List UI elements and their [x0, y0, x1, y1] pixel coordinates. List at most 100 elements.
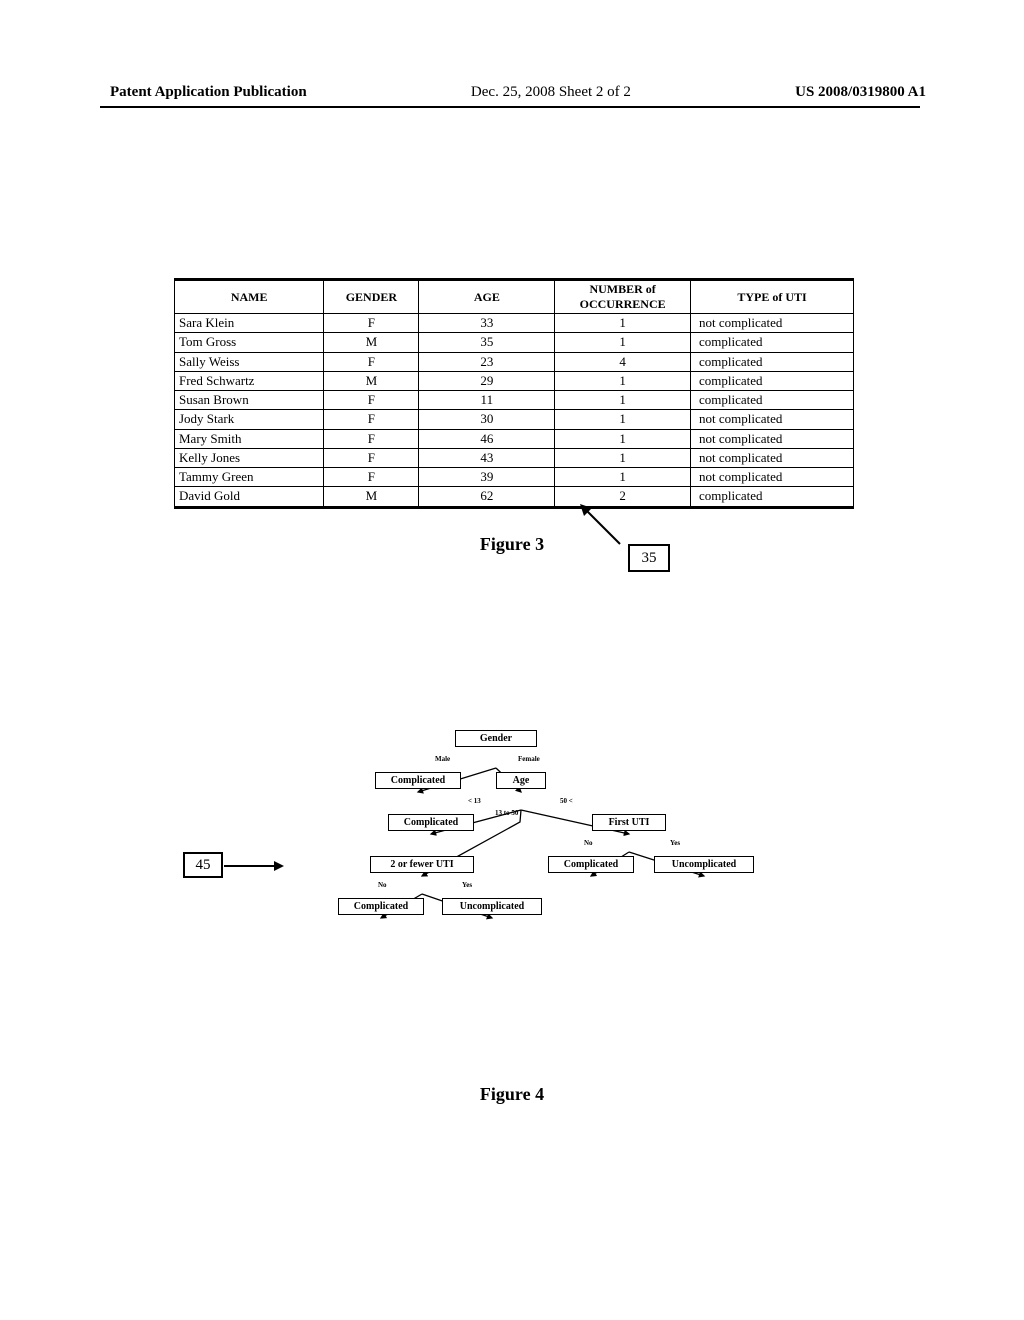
callout-35-box: 35 — [628, 544, 670, 572]
table-header-row: NAMEGENDERAGENUMBER ofOCCURRENCETYPE of … — [175, 280, 854, 314]
tree-node-comp_no2: Complicated — [338, 898, 424, 915]
table-row: Jody StarkF301not complicated — [175, 410, 854, 429]
table-row: Sally WeissF234complicated — [175, 352, 854, 371]
table-cell: not complicated — [691, 314, 854, 333]
table-cell: 23 — [419, 352, 555, 371]
table-cell: M — [324, 487, 419, 507]
table-cell: David Gold — [175, 487, 324, 507]
tree-node-gender: Gender — [455, 730, 537, 747]
table-cell: 4 — [555, 352, 691, 371]
callout-35-arrow — [580, 504, 630, 546]
table-cell: Kelly Jones — [175, 448, 324, 467]
header-center: Dec. 25, 2008 Sheet 2 of 2 — [471, 84, 631, 101]
tree-edge-label: Yes — [462, 881, 472, 889]
table-header-cell: AGE — [419, 280, 555, 314]
table-cell: F — [324, 391, 419, 410]
table-cell: 1 — [555, 468, 691, 487]
table-cell: complicated — [691, 352, 854, 371]
tree-edge-label: 13 to 50 — [495, 809, 518, 817]
table-cell: F — [324, 429, 419, 448]
table-row: Tammy GreenF391not complicated — [175, 468, 854, 487]
table-cell: Mary Smith — [175, 429, 324, 448]
tree-edge-label: Male — [435, 755, 450, 763]
table-row: David GoldM622complicated — [175, 487, 854, 507]
tree-edge-label: No — [378, 881, 387, 889]
table-cell: 1 — [555, 410, 691, 429]
table-cell: M — [324, 371, 419, 390]
header-left: Patent Application Publication — [110, 84, 307, 101]
figure3-table: NAMEGENDERAGENUMBER ofOCCURRENCETYPE of … — [174, 278, 854, 509]
table-cell: 33 — [419, 314, 555, 333]
table-cell: not complicated — [691, 448, 854, 467]
figure3-caption: Figure 3 — [0, 534, 1024, 555]
page-header: Patent Application Publication Dec. 25, … — [0, 84, 1024, 101]
table-cell: Jody Stark — [175, 410, 324, 429]
table-header-cell: GENDER — [324, 280, 419, 314]
table-cell: 29 — [419, 371, 555, 390]
table-header-cell: NUMBER ofOCCURRENCE — [555, 280, 691, 314]
table-cell: 1 — [555, 429, 691, 448]
tree-edge-label: Female — [518, 755, 540, 763]
callout-45-box: 45 — [183, 852, 223, 878]
table-cell: F — [324, 448, 419, 467]
table-row: Fred SchwartzM291complicated — [175, 371, 854, 390]
tree-node-comp_lt13: Complicated — [388, 814, 474, 831]
table-cell: not complicated — [691, 468, 854, 487]
table-cell: F — [324, 410, 419, 429]
table-cell: 39 — [419, 468, 555, 487]
table-cell: 1 — [555, 314, 691, 333]
table-cell: 1 — [555, 371, 691, 390]
tree-node-uncomp_yes2: Uncomplicated — [442, 898, 542, 915]
table-cell: Tom Gross — [175, 333, 324, 352]
callout-35-label: 35 — [642, 550, 657, 567]
table-cell: 1 — [555, 391, 691, 410]
table-cell: 43 — [419, 448, 555, 467]
table-cell: 30 — [419, 410, 555, 429]
tree-edge-label: No — [584, 839, 593, 847]
callout-45-arrow — [224, 859, 284, 873]
table-header-cell: NAME — [175, 280, 324, 314]
tree-edge-label: Yes — [670, 839, 680, 847]
table-cell: 1 — [555, 333, 691, 352]
header-right: US 2008/0319800 A1 — [795, 84, 926, 101]
table-cell: Tammy Green — [175, 468, 324, 487]
tree-node-fewer2: 2 or fewer UTI — [370, 856, 474, 873]
tree-edge-label: 50 < — [560, 797, 573, 805]
table-cell: 62 — [419, 487, 555, 507]
callout-45-label: 45 — [196, 857, 211, 874]
tree-node-uncomp_yes1: Uncomplicated — [654, 856, 754, 873]
tree-edge-label: < 13 — [468, 797, 481, 805]
table-cell: not complicated — [691, 429, 854, 448]
table-cell: complicated — [691, 391, 854, 410]
table-cell: M — [324, 333, 419, 352]
table-cell: Fred Schwartz — [175, 371, 324, 390]
table-cell: 11 — [419, 391, 555, 410]
table-cell: Sara Klein — [175, 314, 324, 333]
table-cell: F — [324, 314, 419, 333]
table-cell: complicated — [691, 487, 854, 507]
table-cell: 35 — [419, 333, 555, 352]
header-rule — [100, 106, 920, 108]
table-row: Kelly JonesF431not complicated — [175, 448, 854, 467]
tree-node-comp_male: Complicated — [375, 772, 461, 789]
table-row: Tom GrossM351complicated — [175, 333, 854, 352]
table-row: Sara KleinF331not complicated — [175, 314, 854, 333]
table-row: Susan BrownF111complicated — [175, 391, 854, 410]
table-cell: Sally Weiss — [175, 352, 324, 371]
tree-node-age: Age — [496, 772, 546, 789]
table-cell: 46 — [419, 429, 555, 448]
table-cell: not complicated — [691, 410, 854, 429]
figure4-tree: Gender Complicated Age Complicated First UTI… — [270, 730, 790, 990]
table-cell: complicated — [691, 333, 854, 352]
table-header-cell: TYPE of UTI — [691, 280, 854, 314]
table-cell: 1 — [555, 448, 691, 467]
tree-node-firstuti: First UTI — [592, 814, 666, 831]
table-row: Mary SmithF461not complicated — [175, 429, 854, 448]
table-cell: F — [324, 352, 419, 371]
table-cell: Susan Brown — [175, 391, 324, 410]
table-cell: F — [324, 468, 419, 487]
table-cell: complicated — [691, 371, 854, 390]
figure3-table-wrap: NAMEGENDERAGENUMBER ofOCCURRENCETYPE of … — [174, 278, 854, 509]
figure4-caption: Figure 4 — [0, 1084, 1024, 1105]
tree-node-comp_no1: Complicated — [548, 856, 634, 873]
